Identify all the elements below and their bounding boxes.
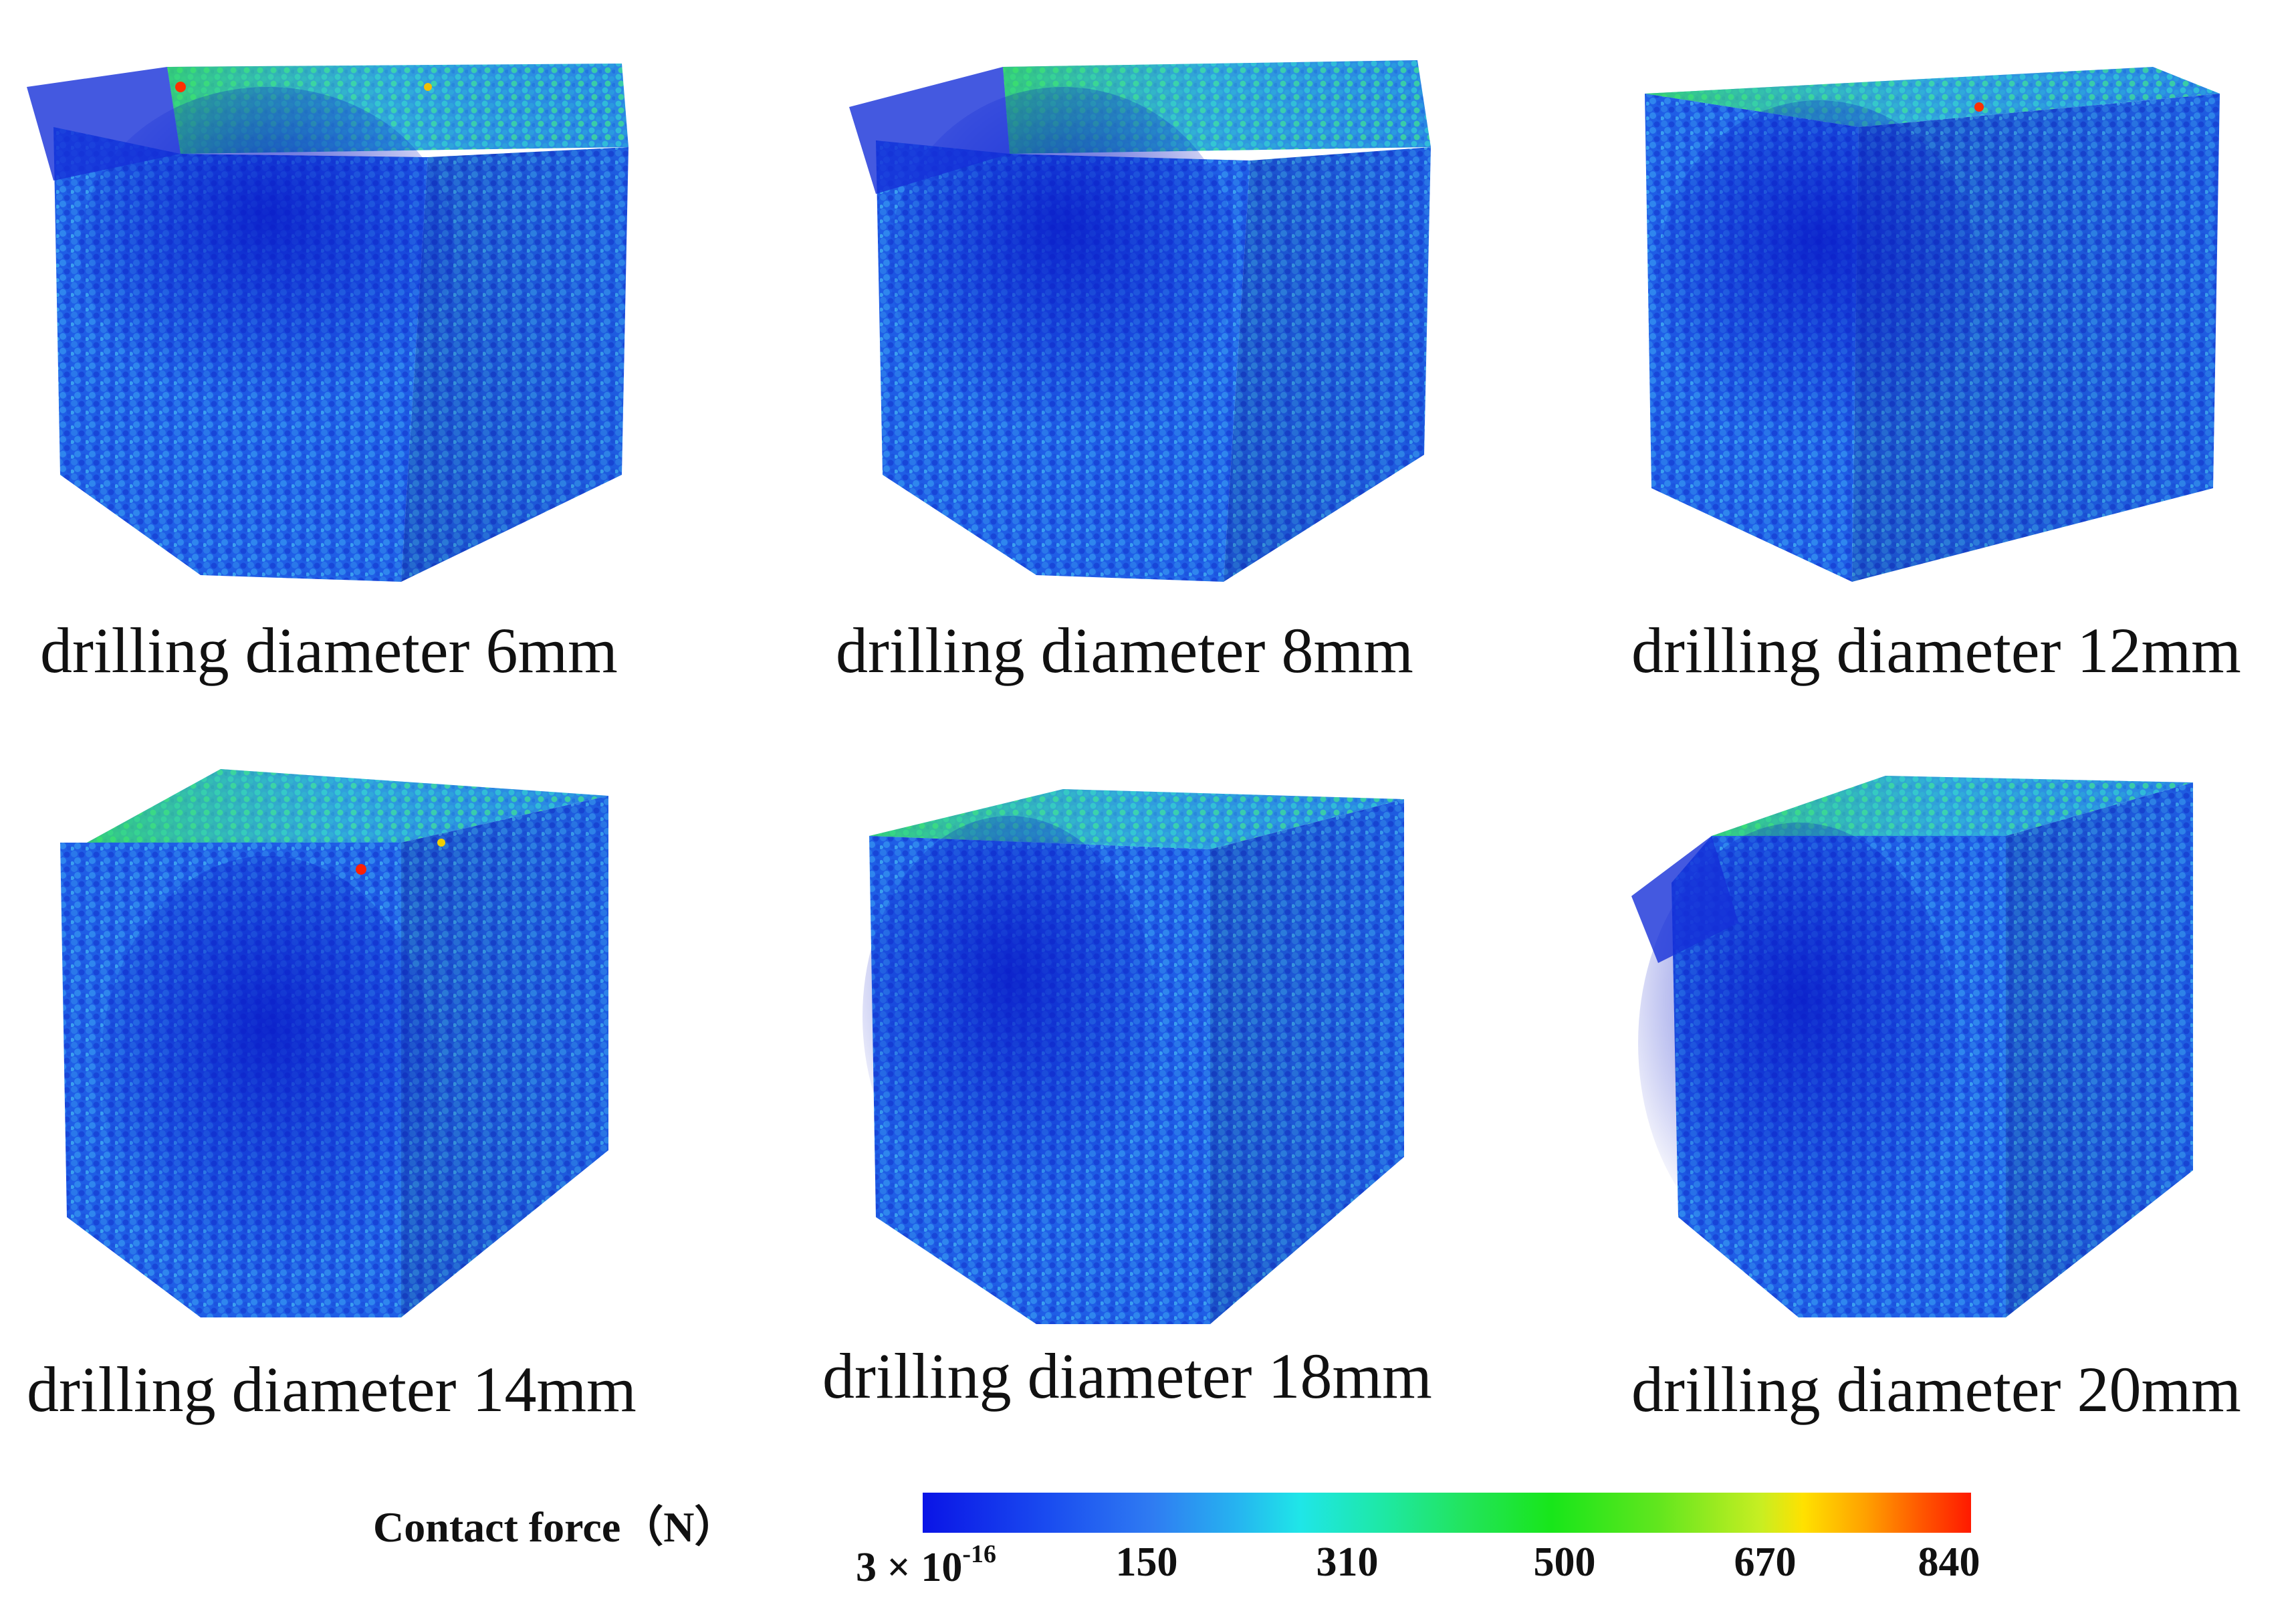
contact-force-colorbar: [923, 1493, 1971, 1533]
cube-render-12mm: [1645, 67, 2220, 582]
cube-render-20mm: [1631, 776, 2193, 1317]
tick-500: 500: [1533, 1539, 1596, 1585]
tick-150: 150: [1115, 1539, 1178, 1585]
caption-12mm: drilling diameter 12mm: [1631, 615, 2241, 686]
panel-8mm: drilling diameter 8mm: [836, 47, 1464, 683]
panel-14mm: drilling diameter 14mm: [27, 762, 669, 1422]
tick-min-exponent: -16: [962, 1540, 996, 1568]
caption-20mm: drilling diameter 20mm: [1631, 1354, 2241, 1425]
cube-render-6mm: [27, 64, 628, 582]
cube-render-8mm: [849, 60, 1431, 582]
legend-title: Contact force（N）: [373, 1503, 737, 1551]
panel-18mm: drilling diameter 18mm: [822, 776, 1464, 1408]
cube-render-14mm: [60, 769, 608, 1317]
caption-18mm: drilling diameter 18mm: [822, 1340, 1432, 1412]
tick-min: 3 × 10-16: [856, 1541, 996, 1588]
tick-310: 310: [1316, 1539, 1379, 1585]
panel-12mm: drilling diameter 12mm: [1631, 47, 2273, 683]
caption-8mm: drilling diameter 8mm: [836, 615, 1413, 686]
tick-840: 840: [1918, 1539, 1980, 1585]
panel-20mm: drilling diameter 20mm: [1631, 762, 2273, 1422]
tick-min-base: 3 × 10: [856, 1545, 963, 1590]
caption-6mm: drilling diameter 6mm: [40, 615, 618, 686]
caption-14mm: drilling diameter 14mm: [27, 1354, 637, 1425]
tick-670: 670: [1734, 1539, 1797, 1585]
panel-6mm: drilling diameter 6mm: [27, 47, 655, 683]
cube-render-18mm: [863, 789, 1404, 1324]
